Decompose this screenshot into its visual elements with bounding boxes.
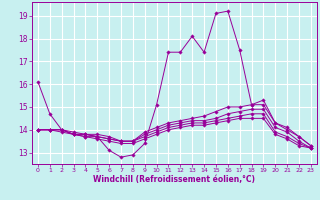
X-axis label: Windchill (Refroidissement éolien,°C): Windchill (Refroidissement éolien,°C) <box>93 175 255 184</box>
